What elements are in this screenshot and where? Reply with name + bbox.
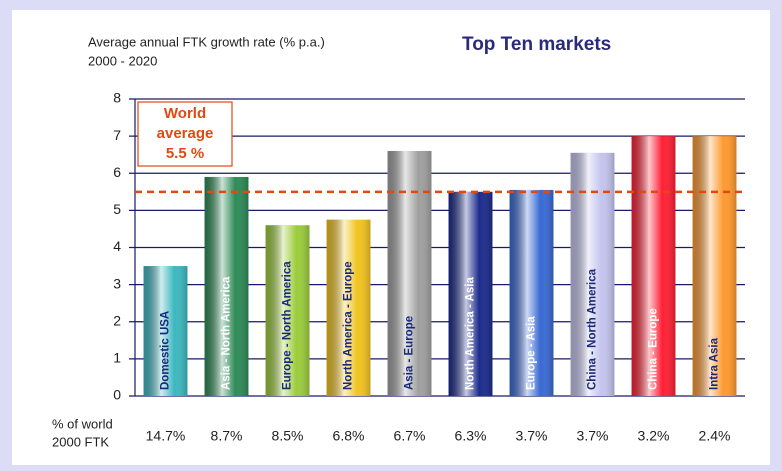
share-label: 6.3% [455, 428, 487, 444]
share-label: 3.7% [577, 428, 609, 444]
share-title: % of world [52, 416, 113, 431]
share-label: 2.4% [699, 428, 731, 444]
share-label: 14.7% [146, 428, 186, 444]
subtitle-line: Average annual FTK growth rate (% p.a.) [88, 34, 325, 49]
bar-highlight [143, 266, 188, 396]
bar-highlight [204, 176, 249, 396]
bar-highlight [570, 152, 615, 396]
bar-label: North America - Asia [465, 276, 477, 390]
bar-highlight [265, 225, 310, 396]
bar-highlight [326, 219, 371, 396]
bar-label: North America - Europe [343, 261, 355, 390]
bar-label: Asia - Europe [404, 316, 416, 390]
y-tick-label: 8 [113, 90, 121, 106]
share-label: 6.8% [333, 428, 365, 444]
chart-title: Top Ten markets [462, 34, 611, 55]
share-label: 8.5% [272, 428, 304, 444]
share-title: 2000 FTK [52, 434, 109, 449]
y-tick-label: 6 [113, 164, 121, 180]
annotation-text: 5.5 % [166, 145, 204, 162]
y-tick-label: 2 [113, 312, 121, 328]
y-tick-label: 0 [113, 387, 121, 403]
bar-label: China - Europe [648, 308, 660, 390]
y-tick-label: 7 [113, 127, 121, 143]
bar-highlight [448, 191, 493, 396]
bar-highlight [692, 136, 737, 396]
bar-label: China - North America [587, 268, 599, 390]
annotation-box [137, 101, 233, 167]
y-tick-label: 3 [113, 275, 121, 291]
share-label: 3.2% [638, 428, 670, 444]
bar-label: Europe - North America [282, 261, 294, 390]
annotation-text: average [157, 125, 214, 142]
y-tick-label: 4 [113, 238, 121, 254]
y-tick-label: 5 [113, 201, 121, 217]
bar-label: Intra Asia [709, 337, 721, 390]
share-label: 8.7% [211, 428, 243, 444]
bar-label: Asia - North America [221, 276, 233, 390]
share-label: 6.7% [394, 428, 426, 444]
share-label: 3.7% [516, 428, 548, 444]
annotation-text: World [164, 105, 206, 122]
bar-highlight [631, 136, 676, 396]
y-tick-label: 1 [113, 350, 121, 366]
bar-label: Europe - Asia [526, 316, 538, 390]
bar-highlight [509, 189, 554, 396]
subtitle-line: 2000 - 2020 [88, 53, 157, 68]
bar-label: Domestic USA [160, 311, 172, 390]
